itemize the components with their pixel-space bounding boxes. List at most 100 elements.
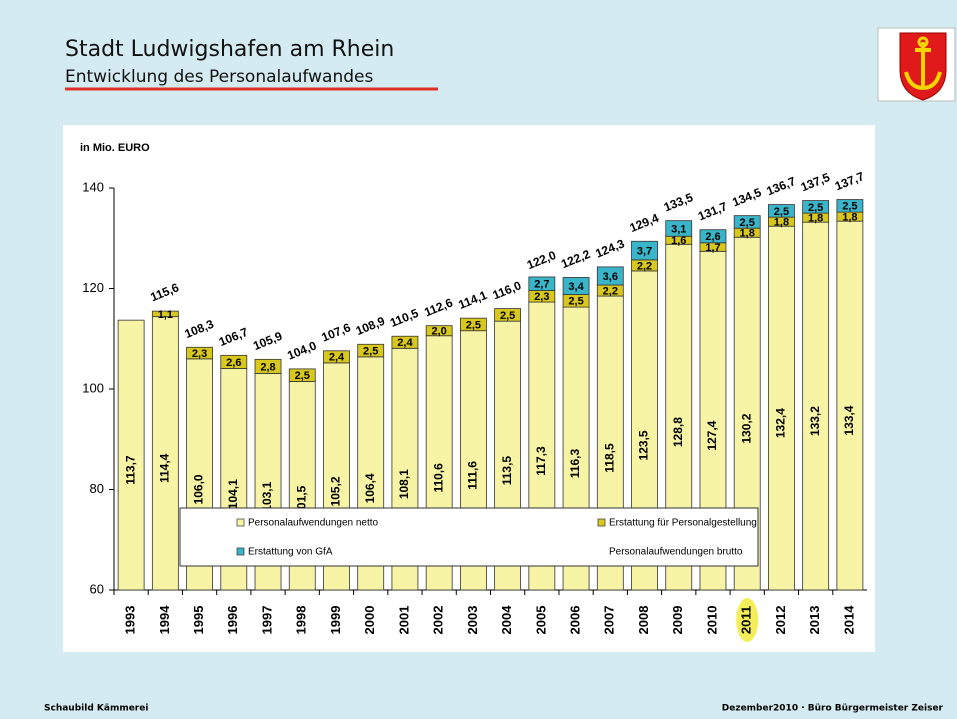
segment-label: 3,7 <box>637 245 652 257</box>
y-tick-label: 140 <box>82 179 104 194</box>
segment-label: 114,4 <box>158 453 172 483</box>
y-tick-label: 80 <box>90 481 104 496</box>
segment-label: 1,6 <box>671 235 686 247</box>
segment-label: 1,8 <box>808 213 823 225</box>
segment-label: 2,3 <box>534 291 549 303</box>
bar-segment <box>288 368 316 382</box>
x-tick-label: 1999 <box>328 606 343 635</box>
segment-label: 2,5 <box>740 217 755 229</box>
segment-label: 2,5 <box>774 206 789 218</box>
x-tick-label: 2007 <box>602 606 617 635</box>
highlight <box>736 598 759 642</box>
y-axis-label: in Mio. EURO <box>80 142 150 154</box>
segment-label: 2,5 <box>842 201 857 213</box>
segment-label: 1,7 <box>705 242 720 254</box>
segment-label: 105,2 <box>329 476 343 506</box>
segment-label: 133,4 <box>842 405 856 435</box>
legend-swatch <box>236 547 245 556</box>
x-tick-label: 1998 <box>294 606 309 635</box>
segment-label: 1,8 <box>774 217 789 229</box>
bar-segment <box>494 308 522 322</box>
segment-label: 113,5 <box>500 456 514 486</box>
segment-label: 2,5 <box>466 319 481 331</box>
bar-segment <box>528 276 556 291</box>
segment-label: 2,6 <box>705 231 720 243</box>
segment-label: 117,3 <box>534 446 548 476</box>
bar-segment <box>425 325 453 337</box>
x-tick-label: 2010 <box>704 606 719 635</box>
segment-label: 111,6 <box>466 461 480 490</box>
bar-segment <box>836 220 864 591</box>
x-tick-label: 2009 <box>670 606 685 635</box>
bar-segment <box>117 319 145 591</box>
segment-label: 133,2 <box>808 406 822 436</box>
x-tick-label: 2008 <box>636 606 651 635</box>
x-tick-label: 2001 <box>396 606 411 635</box>
segment-label: 3,4 <box>568 281 584 293</box>
bar-segment <box>459 317 487 332</box>
segment-label: 1,8 <box>740 228 755 240</box>
bar-segment <box>562 277 590 295</box>
x-tick-label: 2003 <box>465 606 480 635</box>
subtitle: Entwicklung des Personalaufwandes <box>65 67 373 87</box>
segment-label: 108,1 <box>397 469 411 499</box>
legend-label: Personalaufwendungen brutto <box>609 547 743 558</box>
segment-label: 2,4 <box>397 337 413 349</box>
x-tick-label: 1995 <box>191 606 206 635</box>
segment-label: 123,5 <box>637 430 651 460</box>
segment-label: 2,3 <box>192 348 207 360</box>
x-tick-label: 1994 <box>157 605 172 635</box>
bar-segment <box>802 221 830 591</box>
segment-label: 2,5 <box>363 345 378 357</box>
footer-right: Dezember2010 · Büro Bürgermeister Zeiser <box>722 704 944 714</box>
y-tick-label: 60 <box>90 581 104 596</box>
x-tick-label: 2000 <box>362 606 377 635</box>
x-tick-label: 1993 <box>123 606 138 635</box>
segment-label: 2,5 <box>295 370 310 382</box>
segment-label: 130,2 <box>739 413 753 443</box>
bar-segment <box>733 215 761 229</box>
bar-segment <box>357 343 385 358</box>
legend <box>179 507 759 567</box>
segment-label: 1,1 <box>158 309 173 321</box>
bar-segment <box>151 316 179 591</box>
segment-label: 2,2 <box>603 285 618 297</box>
x-tick-label: 1996 <box>225 606 240 635</box>
x-tick-label: 2011 <box>739 606 754 634</box>
bar-segment <box>802 200 830 214</box>
bar-segment <box>186 346 213 360</box>
bar-segment <box>768 225 795 591</box>
segment-label: 103,1 <box>260 481 274 511</box>
bar-segment <box>391 335 419 349</box>
segment-label: 110,6 <box>431 463 445 493</box>
legend-label: Personalaufwendungen netto <box>248 518 379 529</box>
logo <box>877 27 956 102</box>
legend-label: Erstattung von GfA <box>248 547 333 558</box>
segment-label: 113,7 <box>123 455 137 485</box>
segment-label: 104,1 <box>226 479 240 509</box>
segment-label: 132,4 <box>774 408 788 438</box>
x-tick-label: 2014 <box>841 605 856 635</box>
bar-segment <box>220 354 248 369</box>
segment-label: 3,1 <box>671 223 686 235</box>
bar-segment <box>836 199 864 213</box>
segment-label: 106,0 <box>192 474 206 504</box>
legend-swatch <box>597 518 606 527</box>
footer-left: Schaubild Kämmerei <box>44 704 148 714</box>
bar-segment <box>665 220 693 237</box>
bar-segment <box>768 204 795 218</box>
segment-label: 2,6 <box>226 357 241 369</box>
x-tick-label: 2006 <box>568 606 583 635</box>
segment-label: 2,4 <box>329 352 345 364</box>
bar-segment <box>596 266 624 286</box>
bar-segment <box>699 229 727 244</box>
segment-label: 2,5 <box>808 202 823 214</box>
x-tick-label: 2004 <box>499 605 514 635</box>
segment-label: 3,6 <box>603 271 618 283</box>
x-tick-label: 2012 <box>773 606 788 635</box>
bar-segment <box>323 350 350 364</box>
x-tick-label: 2002 <box>431 606 446 635</box>
legend-swatch <box>236 518 245 527</box>
